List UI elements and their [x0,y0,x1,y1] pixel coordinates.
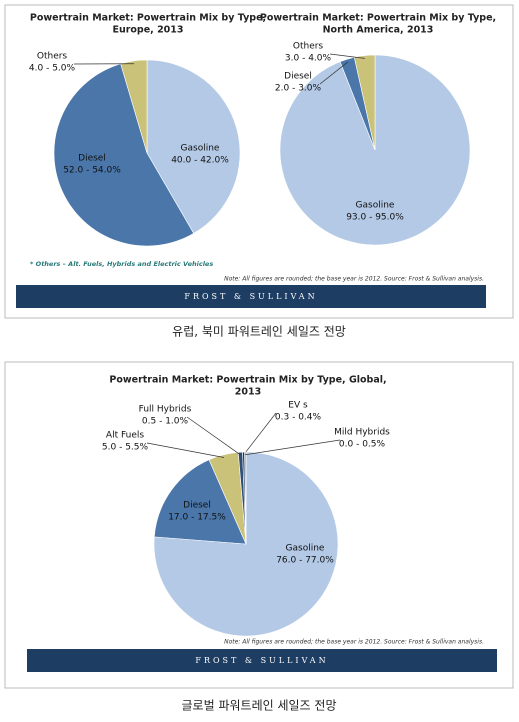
pie-slice [146,59,241,234]
slice-label: Diesel [78,154,106,164]
pie-slice [153,459,247,545]
pie-slice [153,451,339,637]
slice-label: Full Hybrids [139,405,192,415]
slice-value: 52.0 - 54.0% [63,166,121,176]
note: Note: All figures are rounded; the base … [224,276,484,283]
chart-title: Powertrain Market: Powertrain Mix by Typ… [109,375,386,386]
slice-label: Gasoline [286,544,325,554]
slice-value: 2.0 - 3.0% [275,84,322,94]
slice-value: 5.0 - 5.5% [102,443,149,453]
leader-line [319,61,349,85]
slice-value: 0.5 - 1.0% [142,417,189,427]
chart-title: North America, 2013 [323,25,434,36]
chart-title: Powertrain Market: Powertrain Mix by Typ… [260,13,496,24]
banner [27,649,497,672]
chart-title: 2013 [235,387,261,398]
slice-label: Diesel [284,72,312,82]
slice-value: 76.0 - 77.0% [276,556,334,566]
slice-label: EV s [288,401,308,411]
leader-line [329,53,365,59]
pie-slice [53,63,195,247]
leader-line [186,416,241,456]
slice-value: 93.0 - 95.0% [346,213,404,223]
pie-slice [244,451,247,545]
slice-label: Alt Fuels [106,431,144,441]
slice-value: 40.0 - 42.0% [171,156,229,166]
footnote: * Others – Alt. Fuels, Hybrids and Elect… [30,260,213,268]
slice-label: Diesel [183,501,211,511]
slice-label: Gasoline [181,144,220,154]
slice-value: 0.3 - 0.4% [275,413,322,423]
slice-value: 4.0 - 5.0% [29,64,76,74]
leader-line [243,412,277,456]
slice-value: 17.0 - 17.5% [168,513,226,523]
banner [16,285,486,308]
slice-label: Gasoline [356,201,395,211]
chart-title: Powertrain Market: Powertrain Mix by Typ… [30,13,266,24]
leader-line [245,439,341,456]
chart-title: Europe, 2013 [112,25,183,36]
slice-label: Others [293,42,324,52]
caption: 유럽, 북미 파워트레인 세일즈 전망 [172,325,346,339]
slice-label: Mild Hybrids [334,428,390,438]
brand: FROST & SULLIVAN [184,292,317,301]
slice-value: 0.0 - 0.5% [339,440,386,450]
brand: FROST & SULLIVAN [195,656,328,665]
slice-label: Others [37,52,68,62]
leader-line [146,442,225,458]
note: Note: All figures are rounded; the base … [224,639,484,646]
caption: 글로벌 파워트레인 세일즈 전망 [182,699,337,713]
slice-value: 3.0 - 4.0% [285,54,332,64]
